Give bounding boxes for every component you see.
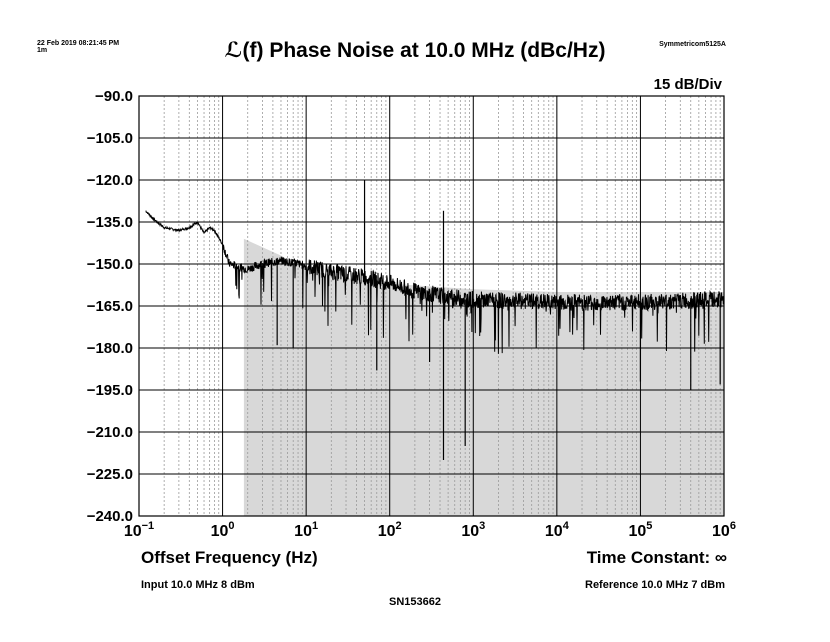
x-tick-label: 102 <box>378 520 402 540</box>
y-tick-label: −120.0 <box>87 172 133 189</box>
serial-number: SN153662 <box>389 596 441 608</box>
timestamp-duration: 1m <box>37 47 48 54</box>
timestamp: 22 Feb 2019 08:21:45 PM 1m <box>37 40 119 54</box>
reference-info: Reference 10.0 MHz 7 dBm <box>585 579 725 591</box>
plot-frame <box>138 95 725 517</box>
phase-noise-trace <box>145 210 725 354</box>
y-tick-label: −165.0 <box>87 298 133 315</box>
x-tick-label: 101 <box>294 520 318 540</box>
x-tick-label: 105 <box>628 520 652 540</box>
input-info: Input 10.0 MHz 8 dBm <box>141 579 255 591</box>
y-tick-label: −135.0 <box>87 214 133 231</box>
x-tick-label: 10−1 <box>124 520 154 540</box>
scale-label: 15 dB/Div <box>653 76 722 93</box>
y-tick-label: −225.0 <box>87 466 133 483</box>
time-constant: Time Constant: ∞ <box>586 548 727 567</box>
x-tick-label: 104 <box>545 520 570 540</box>
timestamp-date: 22 Feb 2019 08:21:45 PM <box>37 40 120 47</box>
noise-floor-envelope <box>243 238 724 517</box>
x-tick-label: 106 <box>712 520 736 540</box>
y-tick-label: −90.0 <box>95 88 133 105</box>
y-tick-label: −195.0 <box>87 382 133 399</box>
y-tick-label: −240.0 <box>87 508 133 525</box>
y-tick-label: −210.0 <box>87 424 133 441</box>
x-tick-label: 103 <box>461 520 485 540</box>
y-tick-label: −180.0 <box>87 340 133 357</box>
instrument-name: Symmetricom5125A <box>659 41 726 48</box>
y-tick-label: −150.0 <box>87 256 133 273</box>
x-tick-label: 100 <box>211 520 235 540</box>
y-tick-label: −105.0 <box>87 130 133 147</box>
x-axis-label: Offset Frequency (Hz) <box>141 548 318 567</box>
chart-title: ℒ(f) Phase Noise at 10.0 MHz (dBc/Hz) <box>224 39 606 62</box>
